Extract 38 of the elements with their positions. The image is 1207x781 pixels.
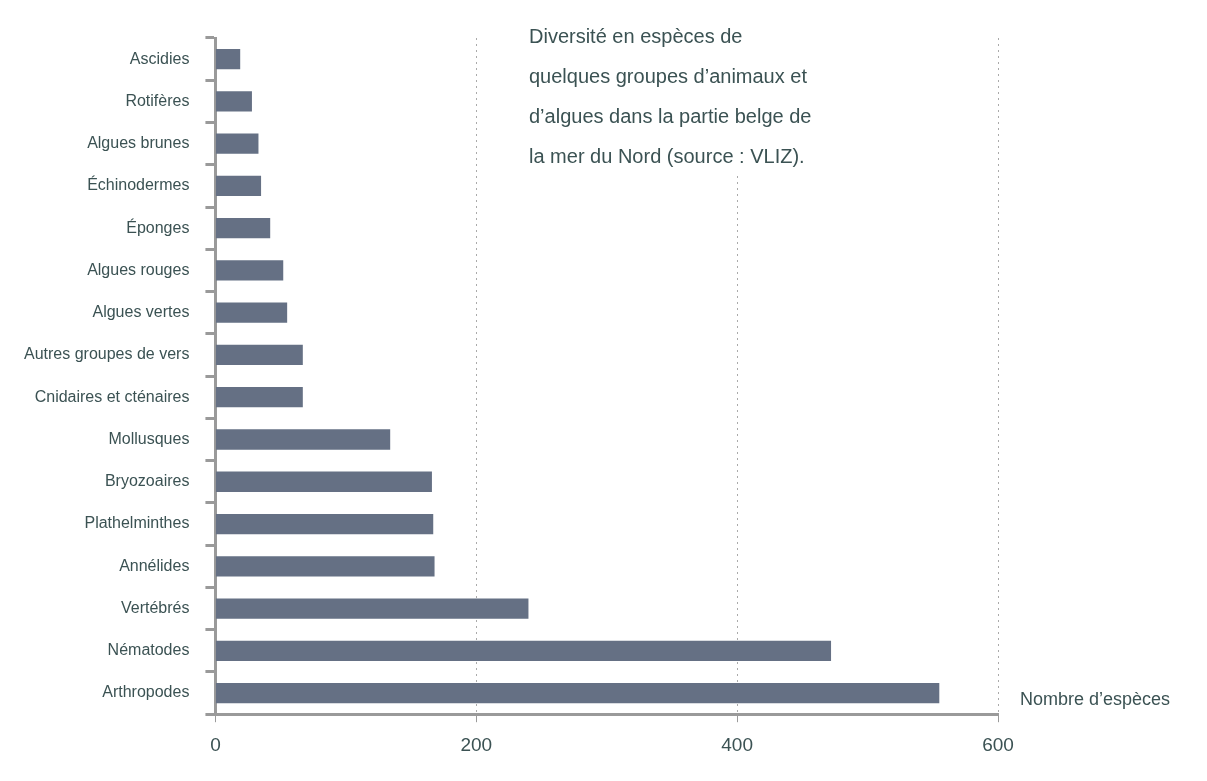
bar	[215, 133, 259, 154]
y-tick-label: Mollusques	[108, 429, 190, 447]
bar	[215, 640, 832, 661]
bar	[215, 218, 271, 239]
bar	[215, 387, 303, 408]
bar	[215, 598, 529, 619]
bar	[215, 682, 940, 704]
bar	[215, 91, 252, 112]
y-tick-label: Cnidaires et cténaires	[34, 387, 190, 405]
y-tick-label: Rotifères	[125, 91, 190, 109]
bar	[215, 260, 284, 281]
x-tick-label: 600	[982, 733, 1014, 755]
y-tick-label: Autres groupes de vers	[24, 345, 190, 363]
bar	[215, 471, 432, 492]
bar	[215, 48, 241, 70]
y-tick-label: Éponges	[126, 217, 190, 236]
bar	[215, 302, 288, 323]
bar	[215, 513, 434, 535]
bar	[215, 344, 303, 366]
y-tick-label: Ascidies	[129, 49, 190, 67]
y-tick-label: Annélides	[119, 556, 190, 574]
bar	[215, 429, 391, 450]
y-tick-label: Échinodermes	[87, 175, 190, 194]
bar	[215, 556, 435, 577]
x-tick-label: 0	[210, 733, 221, 755]
y-tick-label: Plathelminthes	[84, 514, 190, 532]
y-tick-label: Algues brunes	[87, 134, 190, 152]
x-tick-label: 400	[721, 733, 753, 755]
y-tick-label: Algues vertes	[92, 303, 190, 321]
y-tick-label: Nématodes	[107, 641, 190, 659]
x-axis-title: Nombre d’espèces	[1020, 689, 1171, 710]
y-tick-label: Algues rouges	[87, 260, 190, 278]
x-tick-label: 200	[460, 733, 493, 755]
y-tick-label: Arthropodes	[102, 683, 190, 701]
bar	[215, 175, 262, 197]
text: Diversité en espèces de quelques groupes d’animaux et d’algues dans la partie belge de la mer du Nord (source : VLIZ).	[525, 16, 818, 176]
y-tick-label: Bryozoaires	[104, 472, 190, 490]
y-tick-label: Vertébrés	[120, 598, 190, 616]
